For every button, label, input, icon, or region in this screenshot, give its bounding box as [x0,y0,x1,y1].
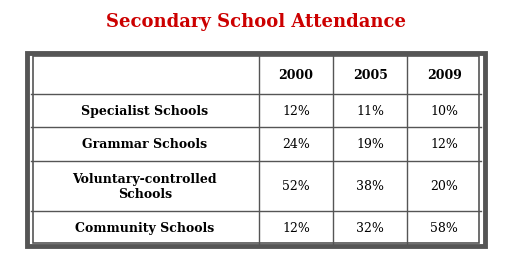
Text: Specialist Schools: Specialist Schools [81,105,208,118]
Text: 11%: 11% [356,105,384,118]
Text: Community Schools: Community Schools [75,221,215,234]
Text: 38%: 38% [356,179,384,192]
Text: 19%: 19% [356,138,384,151]
Text: 52%: 52% [282,179,310,192]
Text: 32%: 32% [356,221,384,234]
Text: 12%: 12% [282,105,310,118]
Text: 20%: 20% [430,179,458,192]
Text: 10%: 10% [430,105,458,118]
Bar [33,57,479,243]
Text: 2009: 2009 [427,69,462,82]
Text: 24%: 24% [282,138,310,151]
Text: 2005: 2005 [353,69,388,82]
Text: 58%: 58% [430,221,458,234]
Text: 12%: 12% [430,138,458,151]
Text: 2000: 2000 [279,69,313,82]
Text: 12%: 12% [282,221,310,234]
Text: Voluntary-controlled
Schools: Voluntary-controlled Schools [73,172,217,200]
Text: Grammar Schools: Grammar Schools [82,138,207,151]
Text: Secondary School Attendance: Secondary School Attendance [106,13,406,31]
Bar [27,54,485,246]
